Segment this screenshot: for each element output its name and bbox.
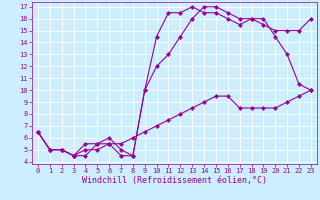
X-axis label: Windchill (Refroidissement éolien,°C): Windchill (Refroidissement éolien,°C)	[82, 176, 267, 185]
